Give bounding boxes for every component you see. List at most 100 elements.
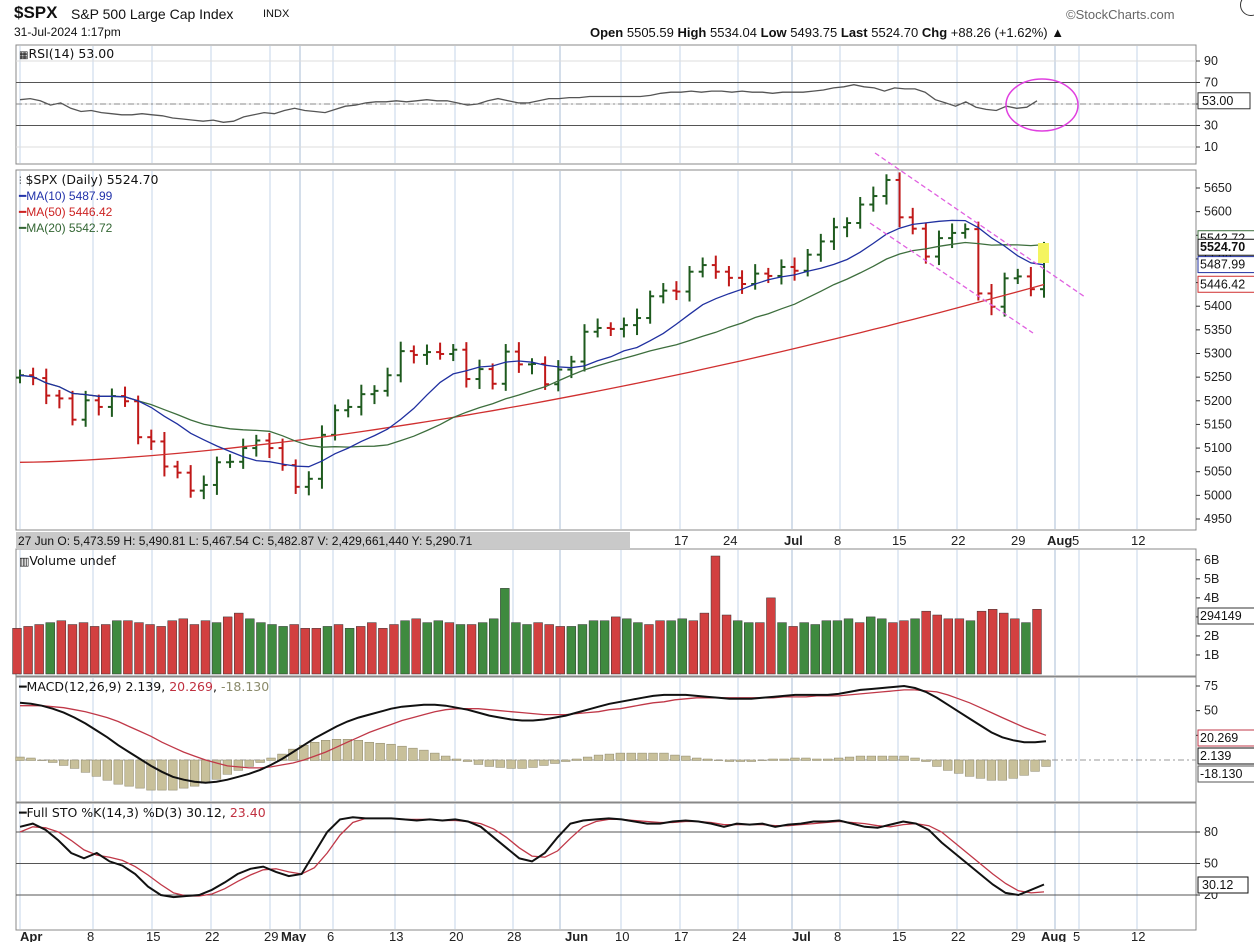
macd-histogram-bar xyxy=(342,739,353,761)
macd-histogram-bar xyxy=(506,759,516,769)
ma10-value-box-text: 5487.99 xyxy=(1200,258,1245,272)
price-axis-label: 5600 xyxy=(1204,205,1232,219)
collapse-arrow-icon[interactable]: ▲ xyxy=(1051,25,1065,40)
volume-bar xyxy=(78,622,89,675)
price-bar xyxy=(1013,268,1022,284)
open-label: Open xyxy=(590,25,624,40)
macd-histogram-bar xyxy=(266,757,276,761)
macd-histogram-bar xyxy=(561,759,571,762)
volume-bar xyxy=(644,624,654,675)
volume-bar xyxy=(544,624,554,675)
price-frame xyxy=(15,169,1197,531)
bottom-axis-label: 10 xyxy=(615,929,629,942)
volume-label: ▥Volume undef xyxy=(19,553,116,568)
ma50-value-box-text: 5446.42 xyxy=(1200,277,1245,291)
bottom-axis-label: Jun xyxy=(565,929,588,942)
volume-bar xyxy=(699,612,710,675)
price-axis-label: 5200 xyxy=(1204,394,1232,408)
price-bar xyxy=(646,290,655,324)
macd-params: MACD(12,26,9) xyxy=(26,679,122,694)
volume-bar xyxy=(611,616,621,675)
volume-bar xyxy=(267,624,277,675)
legend-ma10: ━MA(10) 5487.99 xyxy=(19,189,113,203)
macd-dash-icon: ━ xyxy=(19,679,27,694)
volume-bar xyxy=(278,626,288,675)
volume-bar xyxy=(577,624,588,675)
volume-bar xyxy=(112,620,122,675)
volume-bar xyxy=(899,620,909,675)
source-watermark: ©StockCharts.com xyxy=(1066,7,1175,22)
volume-bar xyxy=(1021,622,1031,675)
price-x-tick: 17 xyxy=(674,533,688,548)
price-bar xyxy=(829,217,838,250)
price-bars-icon: ⫶ xyxy=(19,176,22,187)
volume-bar xyxy=(222,616,233,675)
volume-bar xyxy=(256,622,266,675)
macd-histogram-bar xyxy=(866,755,876,761)
macd-histogram-bar xyxy=(975,759,986,779)
volume-bar xyxy=(755,622,765,675)
volume-bar xyxy=(943,618,953,675)
macd-histogram-bar xyxy=(80,759,91,773)
price-axis-label: 5250 xyxy=(1204,370,1232,384)
volume-bar xyxy=(211,622,222,675)
price-bar xyxy=(882,174,891,205)
macd-histogram-bar xyxy=(211,759,222,780)
price-x-tick: 15 xyxy=(892,533,906,548)
price-bar xyxy=(226,454,235,468)
bottom-axis-label: 13 xyxy=(389,929,403,942)
price-bar xyxy=(344,399,353,418)
volume-bar xyxy=(234,612,244,675)
price-bar xyxy=(593,318,602,338)
price-bar xyxy=(633,308,642,336)
price-bar xyxy=(764,267,773,284)
settings-circle-icon[interactable] xyxy=(1240,0,1254,16)
price-bar xyxy=(462,342,471,388)
price-bar xyxy=(409,345,418,364)
macd-histogram-bar xyxy=(539,759,549,766)
macd-histogram-bar xyxy=(943,759,953,771)
price-bar xyxy=(199,475,208,500)
channel-upper-line xyxy=(874,152,1086,298)
legend-ma50-text: MA(50) 5446.42 xyxy=(26,205,113,219)
volume-bar xyxy=(23,626,33,675)
price-axis-label: 5300 xyxy=(1204,347,1232,361)
price-axis-label: 5100 xyxy=(1204,441,1232,455)
volume-bar xyxy=(378,628,388,675)
macd-histogram-bar xyxy=(899,755,909,761)
legend-ma20-text: MA(20) 5542.72 xyxy=(26,221,113,235)
volume-bar xyxy=(744,622,754,675)
rsi-axis-label: 70 xyxy=(1204,76,1218,90)
price-bar xyxy=(934,230,943,266)
price-bar xyxy=(147,429,156,450)
volume-bar xyxy=(367,622,377,675)
macd-signal-box xyxy=(1197,729,1254,747)
macd-histogram-bar xyxy=(69,759,80,769)
volume-bar xyxy=(1032,609,1042,675)
stochastic-panel xyxy=(16,816,1196,899)
macd-line xyxy=(19,684,1047,784)
sto-frame xyxy=(15,802,1197,931)
macd-histogram-bar xyxy=(462,759,473,762)
macd-histogram-bar xyxy=(834,757,844,761)
price-bar xyxy=(173,460,182,479)
volume-bar xyxy=(555,626,565,675)
macd-histogram-bar xyxy=(200,759,211,784)
volume-bar xyxy=(356,626,366,675)
macd-histogram-bar xyxy=(659,752,669,761)
price-axis-label: 5650 xyxy=(1204,181,1232,195)
bottom-axis-label: Jul xyxy=(792,929,811,942)
volume-bar xyxy=(588,620,599,675)
price-bar xyxy=(212,456,221,495)
hover-info-text: 27 Jun O: 5,473.59 H: 5,490.81 L: 5,467.… xyxy=(18,534,473,548)
volume-bar xyxy=(655,620,665,675)
price-bar xyxy=(672,281,681,301)
legend-ma10-text: MA(10) 5487.99 xyxy=(26,189,113,203)
rsi-value-box xyxy=(1197,92,1251,110)
price-bar xyxy=(908,207,917,235)
price-bar xyxy=(304,471,313,496)
price-x-tick: 12 xyxy=(1131,533,1145,548)
macd-histogram-bar xyxy=(910,757,920,761)
macd-histogram-bar xyxy=(517,759,527,769)
macd-histogram-bar xyxy=(179,759,189,789)
